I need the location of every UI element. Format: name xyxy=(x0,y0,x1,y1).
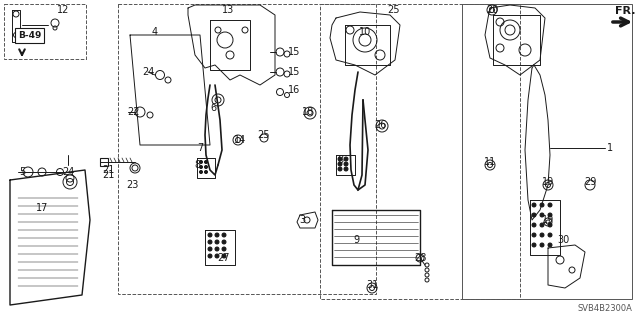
Text: 17: 17 xyxy=(36,203,48,213)
Circle shape xyxy=(222,233,226,237)
Text: 20: 20 xyxy=(486,5,498,15)
Text: 30: 30 xyxy=(557,235,569,245)
Circle shape xyxy=(338,157,342,161)
Circle shape xyxy=(208,254,212,258)
Text: 18: 18 xyxy=(302,107,314,117)
Circle shape xyxy=(540,213,544,217)
Text: 6: 6 xyxy=(210,103,216,113)
Circle shape xyxy=(338,162,342,166)
Text: 5: 5 xyxy=(19,167,25,177)
Circle shape xyxy=(205,166,207,168)
Circle shape xyxy=(540,233,544,237)
Bar xyxy=(100,158,108,166)
Circle shape xyxy=(200,166,202,168)
Circle shape xyxy=(548,243,552,247)
Text: 12: 12 xyxy=(57,5,69,15)
Text: FR.: FR. xyxy=(615,6,636,16)
Text: 19: 19 xyxy=(542,177,554,187)
Circle shape xyxy=(205,170,207,174)
Circle shape xyxy=(208,233,212,237)
Text: 23: 23 xyxy=(126,180,138,190)
Text: 4: 4 xyxy=(152,27,158,37)
Circle shape xyxy=(548,233,552,237)
Circle shape xyxy=(540,203,544,207)
Circle shape xyxy=(215,247,219,251)
Circle shape xyxy=(205,160,207,164)
Text: 26: 26 xyxy=(374,120,386,130)
Circle shape xyxy=(532,233,536,237)
Circle shape xyxy=(344,162,348,166)
Text: 29: 29 xyxy=(584,177,596,187)
Text: 22: 22 xyxy=(127,107,140,117)
Circle shape xyxy=(200,170,202,174)
Text: 15: 15 xyxy=(288,47,300,57)
Circle shape xyxy=(222,247,226,251)
Text: 25: 25 xyxy=(257,130,269,140)
Text: 8: 8 xyxy=(337,155,343,165)
Circle shape xyxy=(548,223,552,227)
Circle shape xyxy=(208,240,212,244)
Text: 25: 25 xyxy=(388,5,400,15)
Circle shape xyxy=(222,254,226,258)
Circle shape xyxy=(532,223,536,227)
Bar xyxy=(462,4,632,299)
Circle shape xyxy=(548,203,552,207)
Text: 19: 19 xyxy=(542,215,554,225)
Text: 24: 24 xyxy=(62,167,74,177)
Circle shape xyxy=(222,240,226,244)
Text: B-49: B-49 xyxy=(18,31,42,40)
Circle shape xyxy=(548,213,552,217)
Circle shape xyxy=(532,213,536,217)
Circle shape xyxy=(215,240,219,244)
Text: 11: 11 xyxy=(484,157,496,167)
Circle shape xyxy=(532,243,536,247)
Text: 13: 13 xyxy=(222,5,234,15)
Circle shape xyxy=(208,247,212,251)
Text: 28: 28 xyxy=(414,253,426,263)
Circle shape xyxy=(200,160,202,164)
Text: 31: 31 xyxy=(366,280,378,290)
Bar xyxy=(320,4,520,299)
Text: 15: 15 xyxy=(288,67,300,77)
Text: 1: 1 xyxy=(607,143,613,153)
Text: 10: 10 xyxy=(359,27,371,37)
Text: 21: 21 xyxy=(102,165,114,175)
Text: 7: 7 xyxy=(197,143,203,153)
Text: 16: 16 xyxy=(288,85,300,95)
Circle shape xyxy=(215,254,219,258)
Circle shape xyxy=(338,167,342,171)
Circle shape xyxy=(344,167,348,171)
Text: 21: 21 xyxy=(102,170,114,180)
Circle shape xyxy=(540,223,544,227)
Circle shape xyxy=(344,157,348,161)
Text: 14: 14 xyxy=(234,135,246,145)
Text: 27: 27 xyxy=(217,253,229,263)
Text: 9: 9 xyxy=(353,235,359,245)
Circle shape xyxy=(540,243,544,247)
Circle shape xyxy=(215,233,219,237)
Text: 24: 24 xyxy=(142,67,154,77)
Circle shape xyxy=(532,203,536,207)
Bar xyxy=(4,4,86,59)
Bar xyxy=(118,4,376,294)
Text: SVB4B2300A: SVB4B2300A xyxy=(577,304,632,313)
Text: 8: 8 xyxy=(194,160,200,170)
Text: 3: 3 xyxy=(299,215,305,225)
